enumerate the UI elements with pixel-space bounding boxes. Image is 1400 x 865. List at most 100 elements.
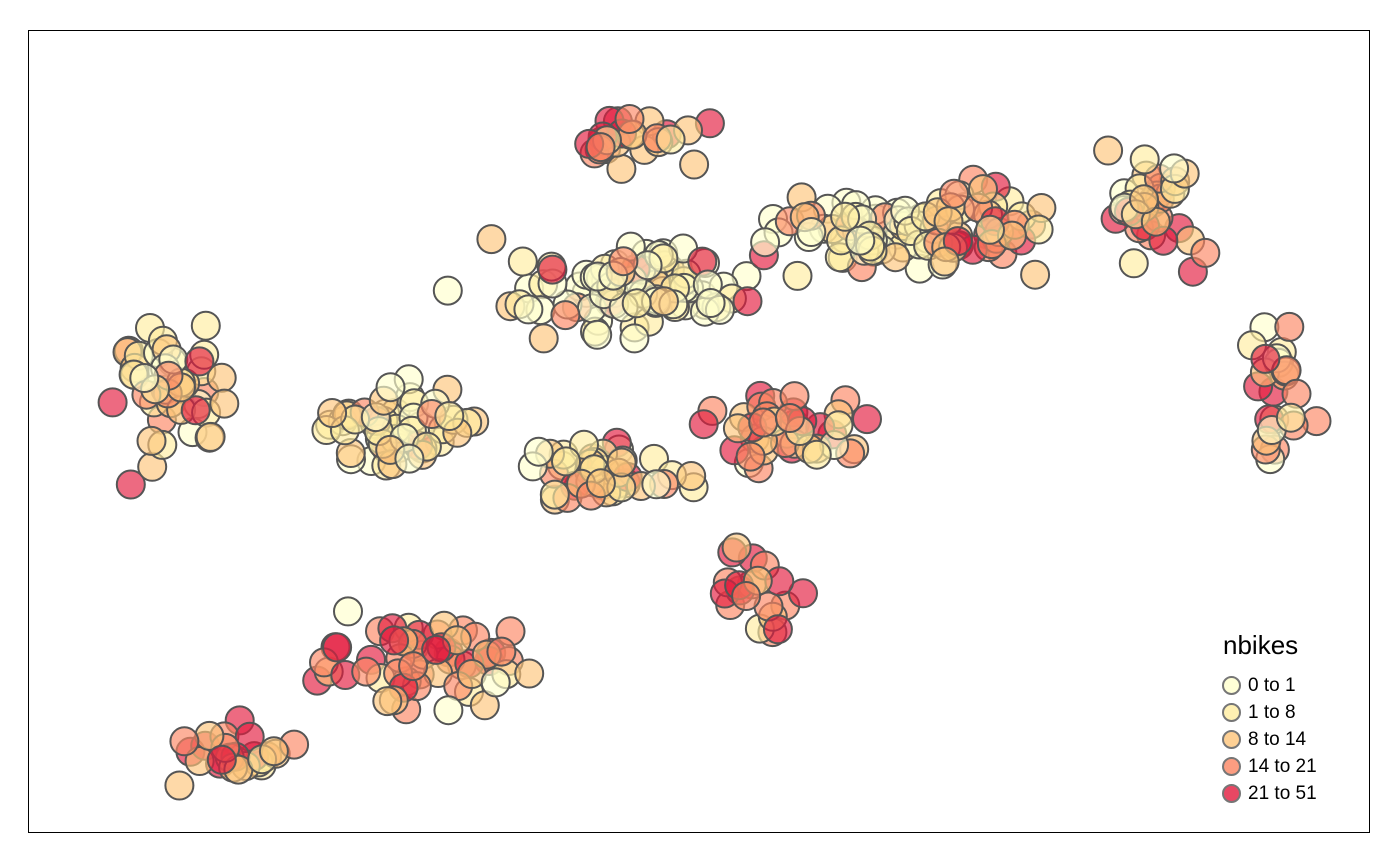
station-point <box>434 401 465 431</box>
station-point <box>782 260 813 291</box>
station-point <box>688 409 719 440</box>
station-point <box>433 695 464 726</box>
station-point <box>372 686 403 717</box>
station-point <box>748 407 779 438</box>
station-point <box>619 323 650 354</box>
station-point <box>421 634 452 665</box>
station-point <box>852 404 882 435</box>
station-point <box>528 323 559 354</box>
station-point <box>621 288 652 319</box>
station-point <box>830 201 861 232</box>
station-point <box>731 581 762 611</box>
legend-swatch-4 <box>1222 784 1241 803</box>
station-point <box>136 425 167 456</box>
station-point <box>649 286 679 317</box>
station-point <box>317 398 348 428</box>
station-point <box>655 124 686 155</box>
station-point <box>476 224 507 255</box>
station-point <box>1190 237 1221 268</box>
legend-label: 14 to 21 <box>1248 755 1317 777</box>
legend-swatch-0 <box>1222 676 1241 695</box>
station-point <box>801 439 832 470</box>
station-point <box>1159 153 1190 184</box>
station-point <box>823 410 854 441</box>
legend-label: 21 to 51 <box>1248 782 1317 804</box>
station-point <box>1250 343 1281 374</box>
station-point <box>1023 214 1054 245</box>
station-point <box>206 744 237 775</box>
station-point <box>195 421 226 452</box>
station-point <box>551 446 581 477</box>
station-points-layer <box>97 104 1332 801</box>
legend: nbikes 0 to 1 1 to 8 8 to 14 14 to 21 21… <box>1222 630 1362 807</box>
station-point <box>722 413 753 444</box>
station-point <box>375 372 406 403</box>
station-point <box>608 246 639 277</box>
station-point <box>750 227 781 258</box>
station-point <box>721 532 752 563</box>
station-point <box>1275 402 1306 433</box>
station-point <box>432 275 463 306</box>
station-point <box>845 225 876 256</box>
legend-label: 8 to 14 <box>1248 728 1307 750</box>
legend-swatch-3 <box>1222 757 1241 776</box>
station-point <box>1274 311 1305 342</box>
station-point <box>1118 248 1149 279</box>
station-point <box>732 286 763 317</box>
station-point <box>97 387 128 418</box>
station-point <box>1129 144 1160 175</box>
station-point <box>164 770 195 801</box>
station-point <box>539 479 570 510</box>
legend-item: 8 to 14 <box>1222 726 1362 753</box>
station-point <box>169 726 200 757</box>
station-point <box>514 658 545 689</box>
station-point <box>209 388 240 419</box>
station-point <box>585 132 616 163</box>
station-point <box>695 288 726 318</box>
legend-item: 21 to 51 <box>1222 780 1362 807</box>
station-point <box>1093 135 1124 166</box>
legend-swatch-2 <box>1222 730 1241 749</box>
station-point <box>129 363 160 393</box>
station-point <box>190 310 221 341</box>
station-point <box>606 447 637 478</box>
station-point <box>614 104 645 134</box>
legend-label: 0 to 1 <box>1248 674 1296 696</box>
station-point <box>1129 184 1159 215</box>
station-point <box>641 469 672 500</box>
station-point <box>762 614 793 645</box>
station-point <box>184 346 215 377</box>
station-point <box>975 214 1005 245</box>
legend-title: nbikes <box>1223 630 1299 660</box>
station-point <box>735 441 766 472</box>
station-point <box>585 468 616 499</box>
station-point <box>676 461 707 491</box>
station-point <box>322 632 353 663</box>
station-point <box>507 246 538 277</box>
legend-item: 14 to 21 <box>1222 753 1362 780</box>
legend-swatch-1 <box>1222 703 1241 722</box>
station-point <box>523 436 554 467</box>
station-point <box>550 300 581 331</box>
station-point <box>537 254 568 285</box>
station-point <box>606 153 637 184</box>
station-point <box>679 149 710 180</box>
station-point <box>258 736 289 767</box>
station-point <box>939 178 969 209</box>
station-point <box>582 319 613 350</box>
station-point <box>1020 259 1051 290</box>
station-point <box>351 656 382 687</box>
station-point <box>379 625 410 656</box>
station-point <box>968 174 998 205</box>
station-point <box>796 217 827 247</box>
station-point <box>115 469 146 500</box>
station-point <box>774 403 805 433</box>
station-point <box>180 395 211 426</box>
legend-item: 0 to 1 <box>1222 672 1362 699</box>
map-panel <box>28 30 1370 833</box>
station-point <box>929 246 960 277</box>
legend-label: 1 to 8 <box>1248 701 1296 723</box>
station-point <box>480 667 511 698</box>
station-point <box>513 294 544 325</box>
station-point <box>398 651 429 682</box>
